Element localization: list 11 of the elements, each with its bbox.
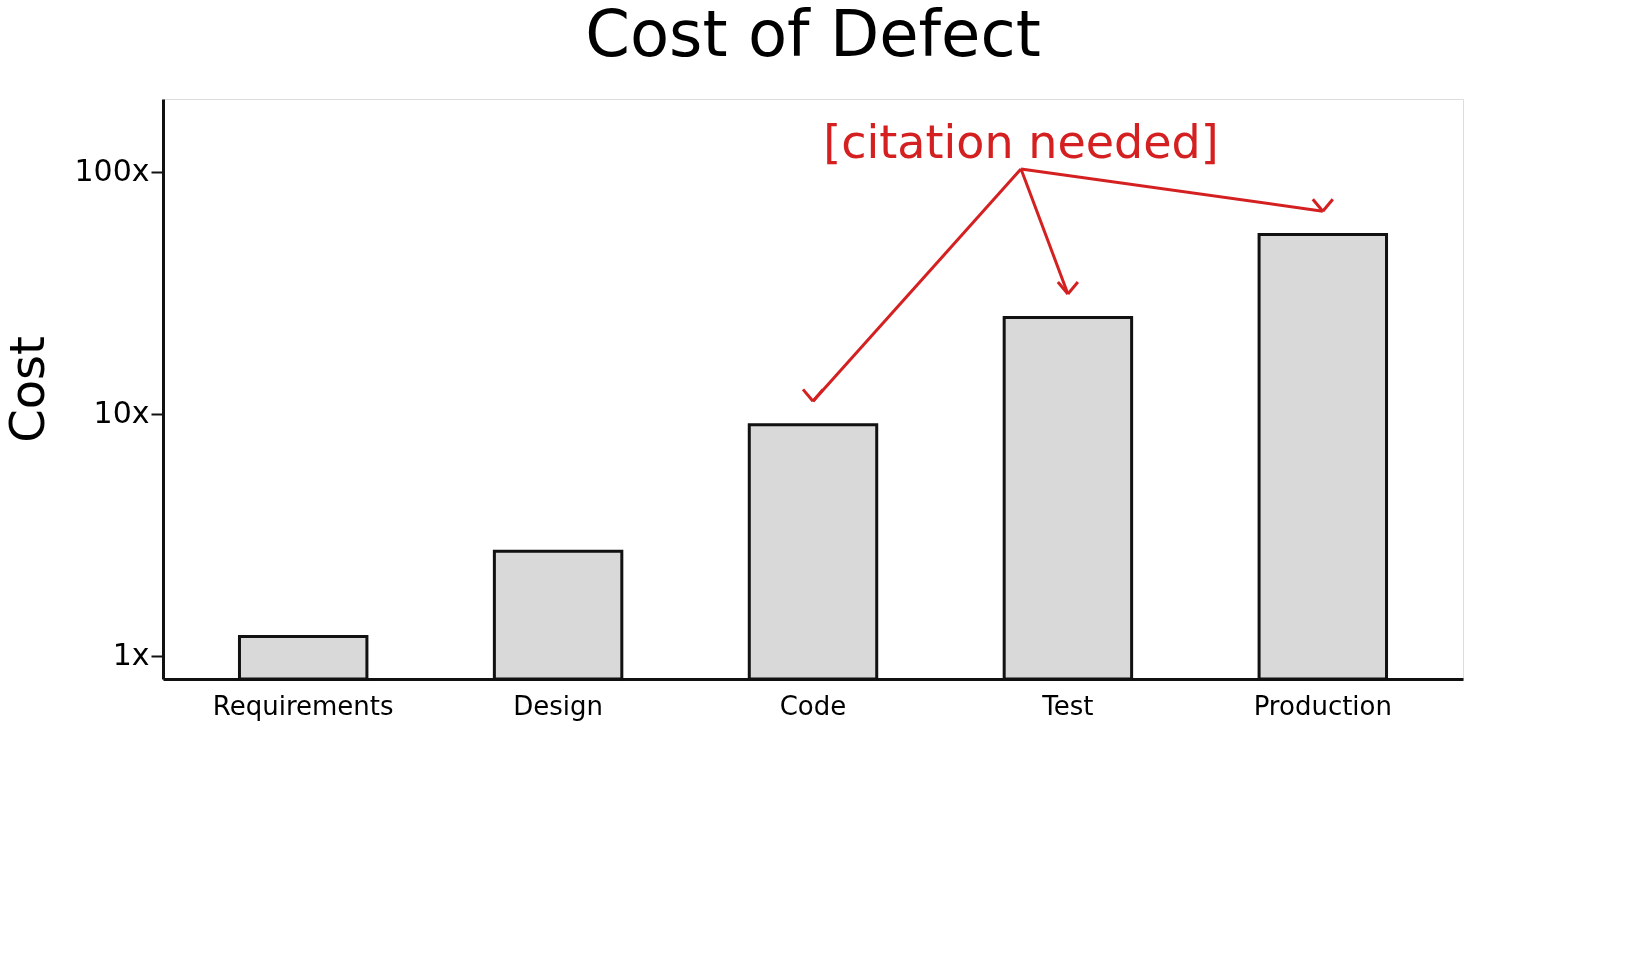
x-tick-label: Production: [1253, 690, 1392, 721]
chart-title: Cost of Defect: [585, 0, 1041, 71]
x-tick-label: Design: [513, 690, 603, 721]
y-tick-label: 100x: [74, 153, 150, 189]
y-tick-label: 1x: [112, 637, 150, 673]
x-tick-label: Code: [779, 690, 847, 721]
x-tick-label: Test: [1041, 690, 1094, 721]
y-axis-title: Cost: [0, 336, 56, 443]
annotation: [citation needed]: [823, 115, 1219, 169]
x-tick-label: Requirements: [212, 690, 394, 721]
y-tick-label: 10x: [93, 395, 150, 431]
